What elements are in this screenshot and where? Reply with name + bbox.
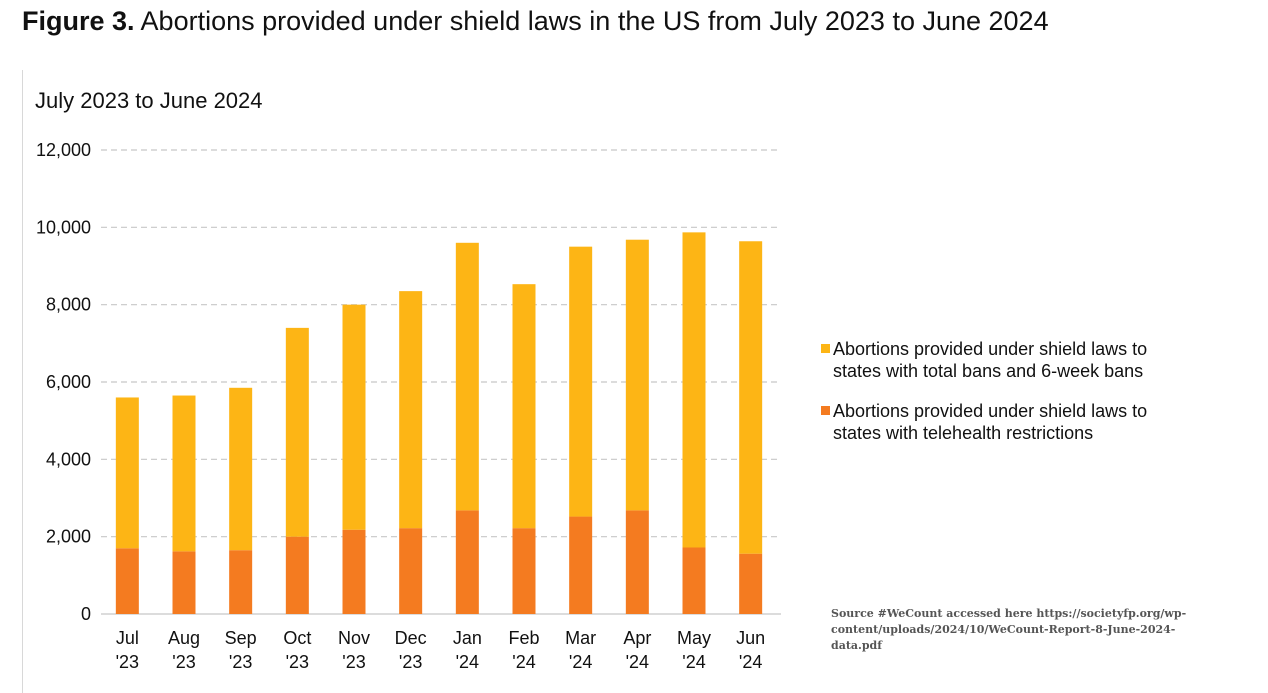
bar-telehealth — [455, 510, 479, 614]
bar-telehealth — [342, 529, 366, 614]
x-tick-label: '23 — [116, 652, 139, 672]
stacked-bar-chart: July 2023 to June 2024 0 2,000 4,000 6,000 8… — [35, 88, 781, 672]
chart-panel: July 2023 to June 2024 0 2,000 4,000 6,000 8… — [22, 70, 1268, 693]
x-tick-label: Sep — [225, 628, 257, 648]
y-tick-label: 12,000 — [36, 140, 91, 160]
y-tick-label: 10,000 — [36, 217, 91, 237]
bar-telehealth — [172, 551, 196, 614]
bar-total-bans — [342, 304, 366, 530]
x-tick-label: '23 — [342, 652, 365, 672]
bar-total-bans — [285, 327, 309, 537]
bar-telehealth — [399, 528, 423, 614]
y-tick-label: 0 — [81, 604, 91, 624]
bar-telehealth — [285, 536, 309, 614]
x-tick-label: '24 — [512, 652, 535, 672]
x-tick-label: Aug — [168, 628, 200, 648]
figure-title-text: Abortions provided under shield laws in … — [140, 6, 1049, 36]
x-tick-label: '24 — [682, 652, 705, 672]
legend-swatch-telehealth — [821, 406, 830, 415]
x-tick-label: '23 — [172, 652, 195, 672]
x-tick-label: '23 — [286, 652, 309, 672]
legend-label-telehealth: Abortions provided under shield laws to … — [833, 400, 1147, 444]
bar-total-bans — [399, 291, 423, 529]
x-tick-label: '23 — [229, 652, 252, 672]
x-tick-label: '24 — [456, 652, 479, 672]
bar-telehealth — [512, 528, 536, 614]
bar-total-bans — [115, 397, 139, 549]
bar-total-bans — [625, 239, 649, 511]
y-tick-label: 6,000 — [46, 372, 91, 392]
x-tick-label: Jun — [736, 628, 765, 648]
legend-line: states with total bans and 6-week bans — [833, 361, 1144, 381]
legend-label-total-bans: Abortions provided under shield laws to … — [833, 338, 1147, 382]
bar-total-bans — [512, 284, 536, 529]
chart-legend: Abortions provided under shield laws to … — [821, 338, 1201, 462]
x-tick-label: '24 — [739, 652, 762, 672]
legend-line: Abortions provided under shield laws to — [833, 401, 1148, 421]
legend-line: states with telehealth restrictions — [833, 423, 1094, 443]
bar-total-bans — [682, 232, 706, 548]
bar-telehealth — [682, 547, 706, 614]
x-tick-label: '24 — [569, 652, 592, 672]
bar-total-bans — [172, 395, 196, 552]
x-tick-label: Apr — [623, 628, 651, 648]
figure-label: Figure 3. — [22, 6, 135, 36]
x-tick-label: Oct — [283, 628, 311, 648]
x-tick-label: Dec — [395, 628, 427, 648]
x-tick-label: May — [677, 628, 711, 648]
x-tick-label: '24 — [626, 652, 649, 672]
y-tick-label: 4,000 — [46, 449, 91, 469]
bar-total-bans — [229, 387, 253, 551]
chart-subtitle: July 2023 to June 2024 — [35, 88, 263, 113]
x-tick-label: Jan — [453, 628, 482, 648]
x-tick-label: Feb — [508, 628, 539, 648]
bar-telehealth — [569, 516, 593, 614]
x-tick-label: Nov — [338, 628, 370, 648]
bar-total-bans — [739, 241, 763, 554]
x-tick-label: Mar — [565, 628, 596, 648]
legend-line: Abortions provided under shield laws to — [833, 339, 1148, 359]
bar-telehealth — [229, 550, 253, 614]
legend-swatch-total-bans — [821, 344, 830, 353]
figure-title: Figure 3. Abortions provided under shiel… — [22, 6, 1049, 37]
bar-telehealth — [739, 553, 763, 614]
bar-telehealth — [115, 548, 139, 614]
legend-item-total-bans: Abortions provided under shield laws to … — [821, 338, 1201, 382]
y-tick-label: 8,000 — [46, 295, 91, 315]
x-tick-label: Jul — [116, 628, 139, 648]
bar-total-bans — [455, 242, 479, 511]
bar-telehealth — [625, 510, 649, 614]
source-note: Source #WeCount accessed here https://so… — [831, 607, 1187, 652]
x-tick-label: '23 — [399, 652, 422, 672]
y-tick-label: 2,000 — [46, 527, 91, 547]
legend-item-telehealth: Abortions provided under shield laws to … — [821, 400, 1201, 444]
bar-total-bans — [569, 246, 593, 517]
